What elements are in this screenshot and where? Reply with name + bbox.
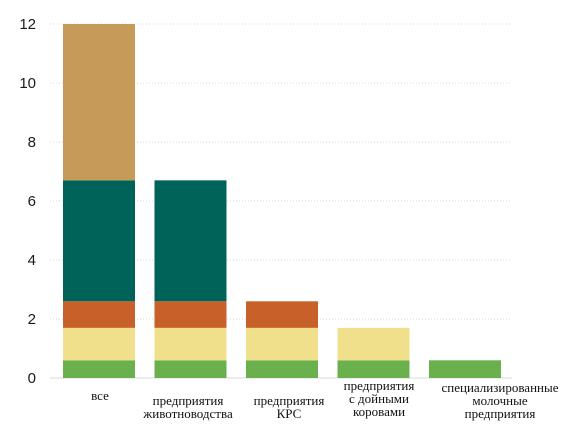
bar-segment-2-2 (246, 301, 318, 328)
bar-segment-0-0 (63, 360, 135, 378)
x-category-label-line: предприятия (344, 378, 415, 393)
bars (63, 24, 501, 378)
bar-segment-2-1 (246, 327, 318, 361)
x-category-label: предприятия животноводства (142, 393, 233, 421)
x-category-label-line: животноводства (142, 406, 233, 421)
x-category-label-line: с дойными (349, 391, 409, 406)
bar-segment-1-3 (154, 180, 227, 302)
bar-segment-0-1 (63, 327, 135, 361)
y-tick-label: 0 (28, 370, 36, 387)
bar-segment-3-0 (337, 360, 410, 378)
x-category-label-line: предприятия (254, 393, 325, 408)
bar-segment-1-0 (154, 360, 227, 378)
bar-segment-4-0 (429, 360, 501, 378)
x-category-label: предприятия с дойными коровами (344, 378, 415, 419)
bar-segment-1-2 (154, 301, 227, 328)
y-tick-label: 8 (28, 134, 36, 151)
x-category-label: все (91, 388, 109, 403)
x-category-label-line: специализированные (442, 380, 559, 395)
x-category-label: специализированные молочные предприятия (442, 380, 559, 421)
y-tick-label: 4 (28, 252, 36, 269)
x-category-label-line: коровами (353, 404, 405, 419)
x-category-label: предприятия КРС (254, 393, 325, 421)
bar-segment-0-3 (63, 180, 135, 302)
y-tick-label: 12 (19, 16, 36, 33)
x-category-label-line: КРС (277, 406, 302, 421)
y-tick-label: 6 (28, 193, 36, 210)
y-axis-ticks: 0 2 4 6 8 10 12 (19, 16, 36, 387)
bar-segment-2-0 (246, 360, 318, 378)
x-category-label-line: молочные (472, 393, 527, 408)
bar-segment-0-2 (63, 301, 135, 328)
x-category-label-line: предприятия (465, 406, 536, 421)
bar-segment-3-1 (337, 327, 410, 361)
y-tick-label: 2 (28, 311, 36, 328)
x-category-label-line: все (91, 388, 109, 403)
bar-segment-0-4 (63, 24, 135, 181)
y-tick-label: 10 (19, 75, 36, 92)
x-category-label-line: предприятия (153, 393, 224, 408)
bar-segment-1-1 (154, 327, 227, 361)
